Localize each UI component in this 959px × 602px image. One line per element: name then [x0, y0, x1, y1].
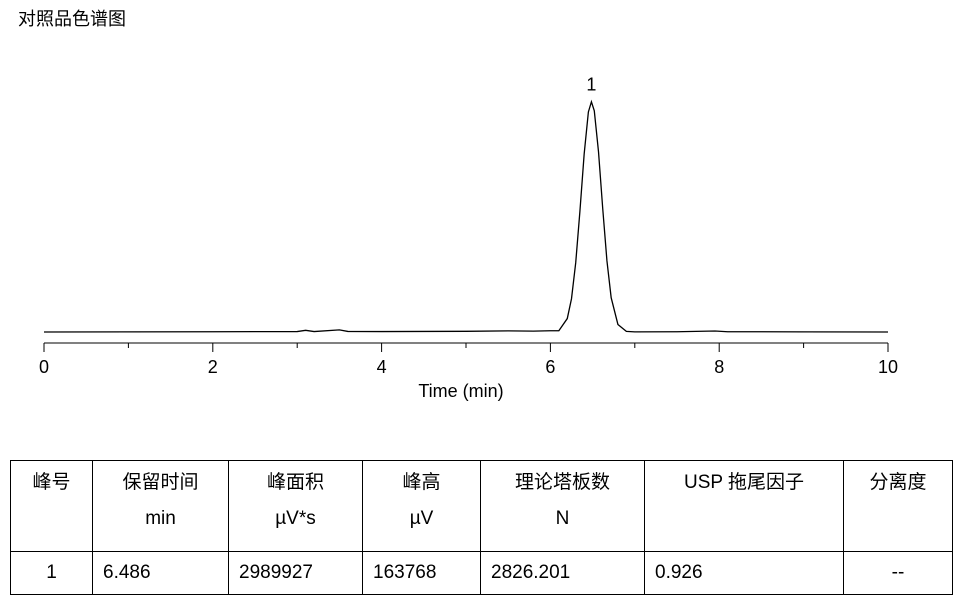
x-tick-label: 10	[878, 357, 898, 377]
chart-title: 对照品色谱图	[18, 9, 126, 29]
header-name: 峰号	[32, 472, 71, 493]
header-cell: 分离度	[843, 460, 953, 552]
x-tick-label: 0	[39, 357, 49, 377]
header-cell: 峰号	[10, 460, 93, 552]
cell: 2826.201	[480, 551, 645, 595]
header-cell: 峰面积 µV*s	[228, 460, 363, 552]
results-table: 峰号 保留时间 min 峰面积 µV*s 峰高 µV 理论塔板数 N USP 拖尾因子 …	[10, 460, 953, 595]
cell: 6.486	[92, 551, 229, 595]
x-tick-label: 4	[377, 357, 387, 377]
header-unit: N	[555, 508, 570, 529]
x-tick-label: 6	[545, 357, 555, 377]
header-cell: 峰高 µV	[362, 460, 481, 552]
data-row: 1 6.486 2989927 163768 2826.201 0.926 --	[10, 551, 953, 595]
cell: 1	[10, 551, 93, 595]
chromatogram-line	[43, 99, 889, 333]
header-unit: µV	[409, 508, 434, 529]
header-cell: 理论塔板数 N	[480, 460, 645, 552]
header-cell: USP 拖尾因子	[644, 460, 844, 552]
header-name: 保留时间	[122, 472, 199, 493]
header-name: 理论塔板数	[514, 472, 610, 493]
x-tick-label: 2	[208, 357, 218, 377]
header-unit: min	[145, 508, 176, 529]
header-name: USP 拖尾因子	[683, 472, 804, 493]
header-row: 峰号 保留时间 min 峰面积 µV*s 峰高 µV 理论塔板数 N USP 拖尾因子 …	[10, 460, 953, 552]
header-name: 分离度	[869, 472, 927, 493]
header-name: 峰面积	[266, 472, 324, 493]
x-axis-label: Time (min)	[418, 381, 503, 401]
cell: 2989927	[228, 551, 363, 595]
header-unit: µV*s	[275, 508, 316, 529]
header-name: 峰高	[402, 472, 441, 493]
peak-label: 1	[586, 75, 596, 95]
header-cell: 保留时间 min	[92, 460, 229, 552]
cell: 163768	[362, 551, 481, 595]
cell: --	[843, 551, 953, 595]
x-tick-label: 8	[714, 357, 724, 377]
chart: 对照品色谱图 Time (min) 0 2 4 6 8 10 1	[18, 9, 898, 401]
cell: 0.926	[644, 551, 844, 595]
